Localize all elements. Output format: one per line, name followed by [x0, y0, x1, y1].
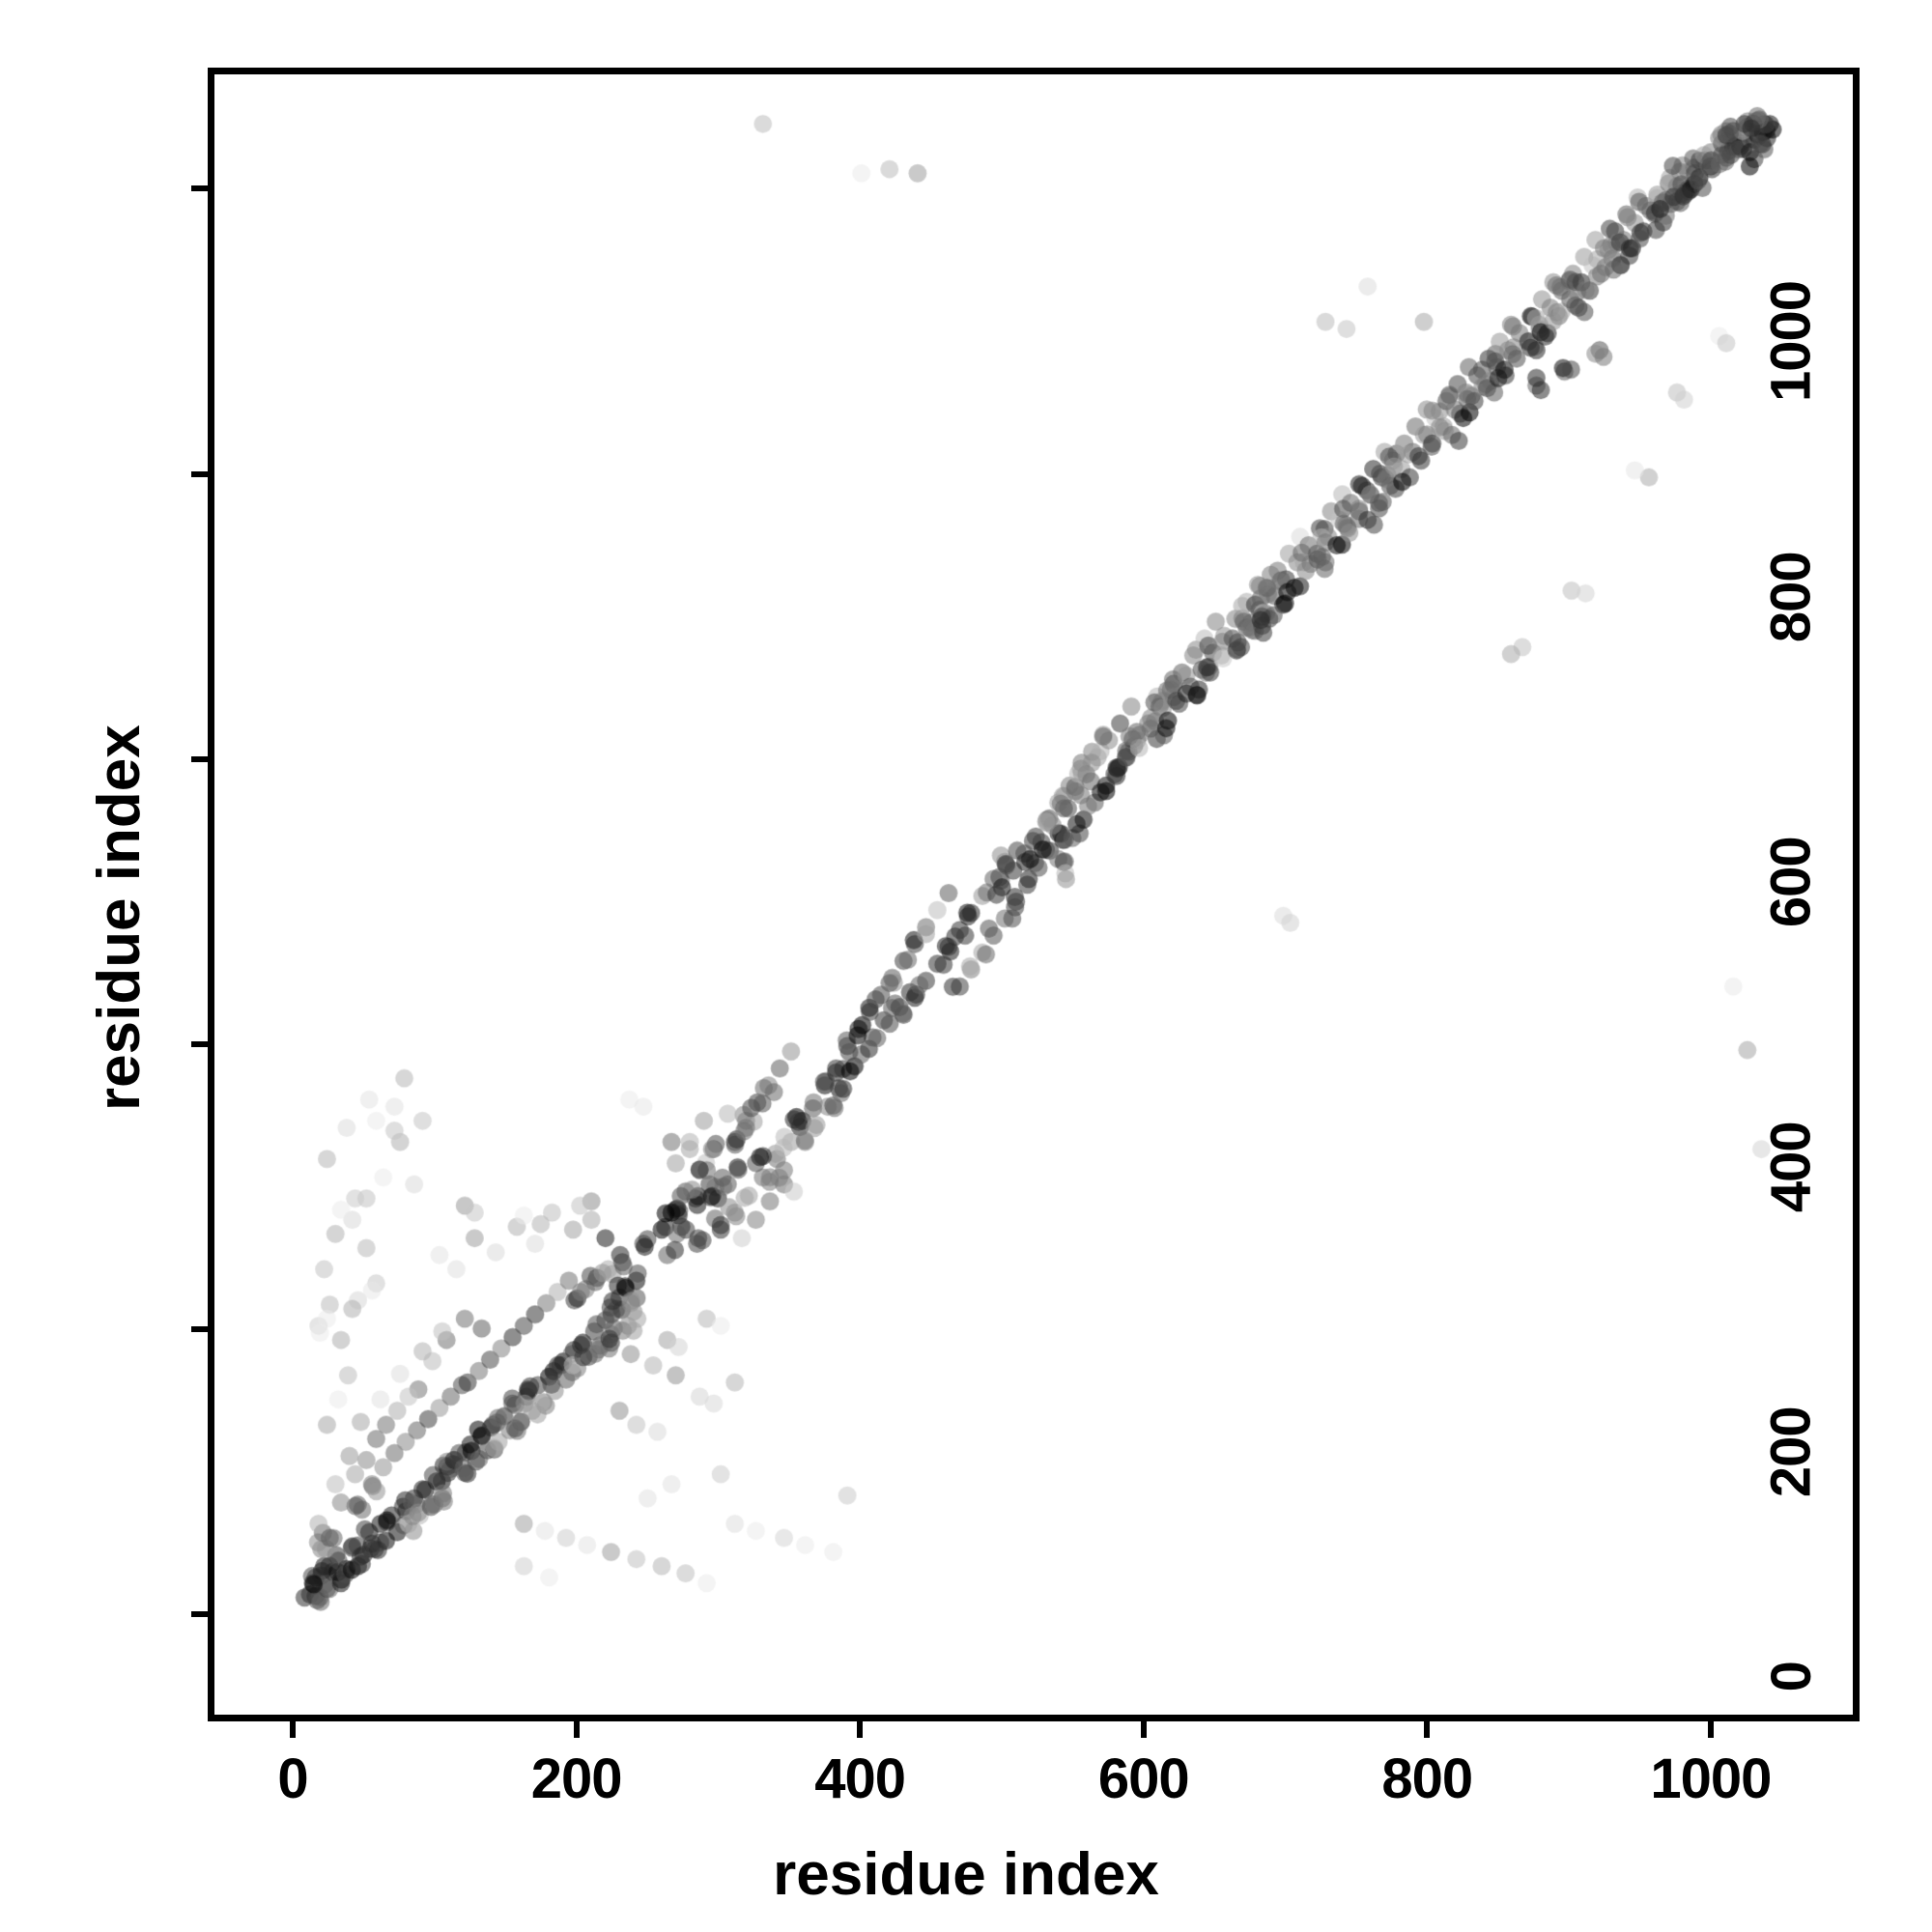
- x-tick-label: 400: [814, 1747, 906, 1810]
- y-tick-mark: [191, 1326, 208, 1333]
- x-tick-mark: [290, 1721, 297, 1738]
- x-tick-label: 800: [1381, 1747, 1473, 1810]
- x-tick-mark: [857, 1721, 864, 1738]
- x-tick-label: 0: [277, 1747, 308, 1810]
- y-tick-label: 0: [1759, 1662, 1823, 1692]
- scatter-points-layer: [214, 74, 1853, 1715]
- y-tick-label: 400: [1759, 1122, 1823, 1213]
- y-tick-mark: [191, 1040, 208, 1047]
- x-tick-mark: [573, 1721, 580, 1738]
- y-tick-mark: [191, 755, 208, 762]
- x-axis-title: residue index: [773, 1841, 1159, 1908]
- x-tick-mark: [1424, 1721, 1431, 1738]
- x-tick-mark: [1140, 1721, 1147, 1738]
- y-axis-title-text: residue index: [86, 724, 153, 1111]
- x-tick-label: 1000: [1650, 1747, 1772, 1810]
- y-tick-label: 600: [1759, 837, 1823, 927]
- plot-frame: [208, 68, 1860, 1721]
- x-tick-mark: [1707, 1721, 1714, 1738]
- x-tick-label: 200: [530, 1747, 623, 1810]
- y-tick-label: 200: [1759, 1406, 1823, 1498]
- x-tick-label: 600: [1097, 1747, 1190, 1810]
- y-tick-mark: [191, 470, 208, 477]
- y-tick-label: 800: [1759, 552, 1823, 642]
- y-tick-mark: [191, 185, 208, 192]
- y-tick-label: 1000: [1759, 281, 1823, 403]
- y-tick-mark: [191, 1611, 208, 1618]
